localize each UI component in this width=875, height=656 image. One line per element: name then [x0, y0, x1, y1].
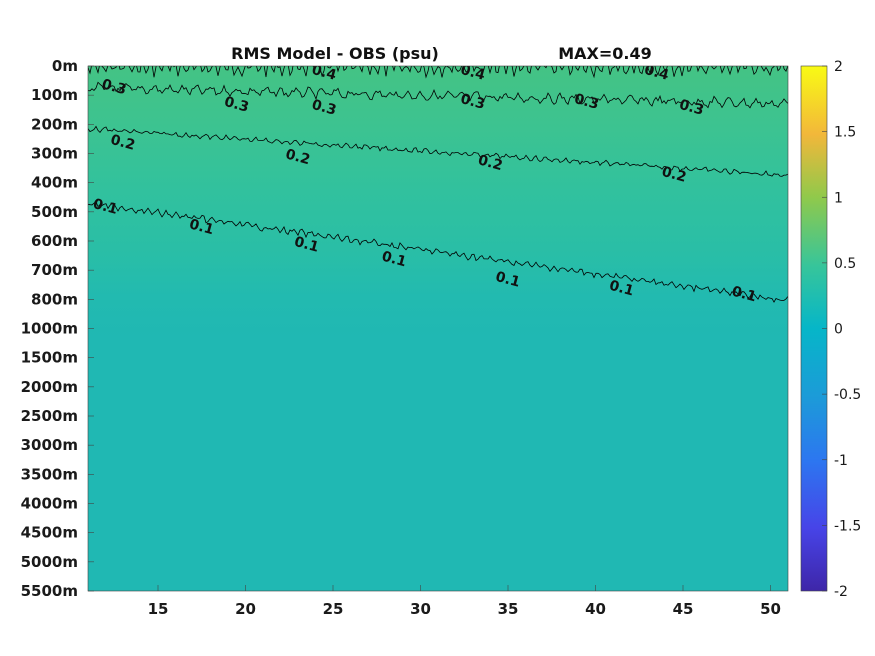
- y-tick-label: 2000m: [21, 378, 78, 396]
- contour-label: 0.1: [380, 249, 408, 271]
- y-tick-label: 200m: [31, 115, 78, 133]
- contour-line-0.1: [88, 200, 788, 303]
- contour-label: 0.1: [292, 234, 320, 256]
- x-tick-label: 45: [673, 600, 694, 618]
- contour-lines: [88, 66, 788, 303]
- contour-label: 0.2: [109, 132, 137, 154]
- contour-line-0.2: [88, 125, 788, 177]
- y-tick-label: 1500m: [21, 349, 78, 367]
- contour-label: 0.2: [476, 152, 504, 174]
- colorbar-ticks: 2 1.5 1 0.5 0 -0.5 -1 -1.5 -2: [822, 59, 861, 600]
- y-tick-label: 300m: [31, 145, 78, 163]
- colorbar-tick-label: -1: [834, 453, 848, 469]
- contour-label: 0.3: [310, 97, 338, 119]
- y-tick-label: 0m: [52, 57, 78, 75]
- colorbar: 2 1.5 1 0.5 0 -0.5 -1 -1.5 -2: [800, 59, 861, 600]
- y-tick-label: 700m: [31, 261, 78, 279]
- contour-labels: 0.4 0.4 0.40.30.3 0.3 0.3 0.3 0.30.20.2 0.20.20…: [91, 66, 758, 306]
- y-tick-label: 100m: [31, 86, 78, 104]
- plot-area: 0.4 0.4 0.40.30.3 0.3 0.3 0.3 0.30.20.2 0.20.20…: [88, 66, 788, 591]
- chart-title: RMS Model - OBS (psu): [231, 44, 439, 63]
- colorbar-tick-label: -1.5: [834, 518, 861, 534]
- y-axis-ticks: 0m 100m 200m 300m 400m 500m 600m 700m 800m 1000m 1…: [21, 57, 94, 600]
- y-tick-label: 800m: [31, 290, 78, 308]
- y-tick-label: 4000m: [21, 495, 78, 513]
- contour-label: 0.1: [607, 278, 635, 300]
- colorbar-tick-label: 1: [834, 190, 843, 206]
- y-tick-label: 3000m: [21, 436, 78, 454]
- colorbar-tick-label: 0.5: [834, 256, 856, 272]
- colorbar-tick-label: -2: [834, 584, 848, 600]
- contour-label: 0.1: [494, 269, 522, 291]
- contour-label: 0.1: [730, 284, 758, 306]
- x-tick-label: 25: [323, 600, 344, 618]
- y-tick-label: 600m: [31, 232, 78, 250]
- x-tick-label: 20: [235, 600, 256, 618]
- y-tick-label: 500m: [31, 203, 78, 221]
- y-tick-label: 1000m: [21, 320, 78, 338]
- x-axis-ticks: 15 20 25 30 35 40 45 50: [148, 585, 781, 618]
- colorbar-tick-label: 1.5: [834, 125, 856, 141]
- y-tick-label: 400m: [31, 174, 78, 192]
- contour-label: 0.1: [187, 216, 215, 238]
- y-tick-label: 5500m: [21, 582, 78, 600]
- y-tick-label: 2500m: [21, 407, 78, 425]
- contour-label: 0.3: [459, 91, 487, 113]
- colorbar-tick-label: 2: [834, 59, 843, 75]
- x-tick-label: 35: [498, 600, 519, 618]
- max-label: MAX=0.49: [558, 44, 652, 63]
- colorbar-tick-label: -0.5: [834, 387, 861, 403]
- contour-label: 0.3: [222, 94, 250, 116]
- x-tick-label: 30: [410, 600, 431, 618]
- contour-label: 0.1: [91, 196, 119, 218]
- contour-line-0.3: [88, 81, 788, 109]
- contour-label: 0.3: [677, 97, 705, 119]
- colorbar-tick-label: 0: [834, 322, 843, 338]
- contour-label: 0.2: [284, 146, 312, 168]
- x-tick-label: 50: [760, 600, 781, 618]
- heatmap-field: [88, 66, 788, 591]
- x-tick-label: 40: [585, 600, 606, 618]
- y-tick-label: 3500m: [21, 465, 78, 483]
- contour-label: 0.2: [660, 164, 688, 186]
- y-tick-label: 4500m: [21, 524, 78, 542]
- x-tick-label: 15: [148, 600, 169, 618]
- y-tick-label: 5000m: [21, 553, 78, 571]
- contour-label: 0.3: [100, 76, 128, 98]
- contour-line-0.4: [88, 66, 788, 79]
- contour-label: 0.3: [572, 91, 600, 113]
